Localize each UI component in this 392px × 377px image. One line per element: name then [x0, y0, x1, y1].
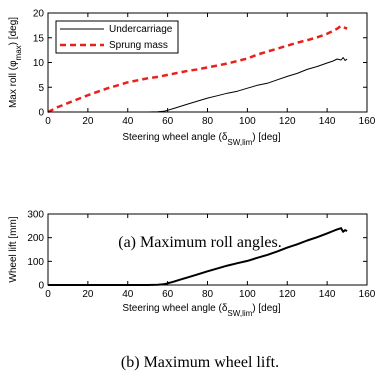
- y-tick-label: 15: [33, 33, 45, 44]
- x-tick-label: 140: [319, 116, 336, 127]
- series-line-undercarriage: [48, 57, 348, 113]
- chart-wheel-lift: 0 20 40 60 80 100 120 140 160 0 100 200 300 Steering…: [8, 210, 376, 372]
- y-tick-label: 100: [27, 257, 44, 268]
- wheel-lift-series-layer: [48, 227, 348, 286]
- x-tick-label: 20: [82, 289, 94, 300]
- wheel-lift-y-axis-label: Wheel lift [mm]: [8, 216, 19, 282]
- y-tick-label: 20: [33, 9, 45, 20]
- x-tick-label: 60: [162, 289, 174, 300]
- caption-a: (a) Maximum roll angles.: [118, 234, 282, 251]
- series-line-wheel-lift: [48, 227, 348, 286]
- x-tick-label: 120: [279, 289, 296, 300]
- y-tick-label: 0: [38, 281, 44, 292]
- wheel-lift-axis-ticks: 0 20 40 60 80 100 120 140 160 0 100 200 300: [27, 210, 375, 301]
- roll-legend: Undercarriage Sprung mass: [55, 20, 179, 54]
- legend-box: [55, 20, 179, 54]
- x-tick-label: 160: [359, 116, 376, 127]
- x-tick-label: 120: [279, 116, 296, 127]
- chart-roll-angles: 0 20 40 60 80 100 120 140 160 0 5 10 15 20 Steering w…: [8, 9, 376, 252]
- x-tick-label: 20: [82, 116, 94, 127]
- x-tick-label: 140: [319, 289, 336, 300]
- series-line-sprung-mass: [47, 24, 348, 114]
- wheel-lift-x-axis-label: Steering wheel angle (δSW,lim) [deg]: [122, 303, 281, 318]
- roll-axis-ticks: 0 20 40 60 80 100 120 140 160 0 5 10 15 20: [33, 9, 376, 128]
- legend-sprung-mass-label: Sprung mass: [109, 40, 168, 51]
- caption-b: (b) Maximum wheel lift.: [121, 354, 279, 371]
- y-tick-label: 5: [38, 83, 44, 94]
- y-tick-label: 10: [33, 58, 45, 69]
- x-tick-label: 160: [359, 289, 376, 300]
- x-tick-label: 80: [202, 289, 214, 300]
- legend-undercarriage-label: Undercarriage: [109, 24, 173, 35]
- x-tick-label: 0: [45, 116, 51, 127]
- y-tick-label: 0: [38, 108, 44, 119]
- roll-series-layer: [47, 24, 348, 114]
- y-tick-label: 300: [27, 210, 44, 221]
- y-tick-label: 200: [27, 233, 44, 244]
- x-tick-label: 0: [45, 289, 51, 300]
- x-tick-label: 60: [162, 116, 174, 127]
- roll-x-axis-label: Steering wheel angle (δSW,lim) [deg]: [122, 132, 281, 147]
- x-tick-label: 80: [202, 116, 214, 127]
- x-tick-label: 100: [239, 289, 256, 300]
- x-tick-label: 100: [239, 116, 256, 127]
- x-tick-label: 40: [122, 116, 134, 127]
- roll-y-axis-label: Max roll (φmax) [deg]: [8, 17, 23, 108]
- x-tick-label: 40: [122, 289, 134, 300]
